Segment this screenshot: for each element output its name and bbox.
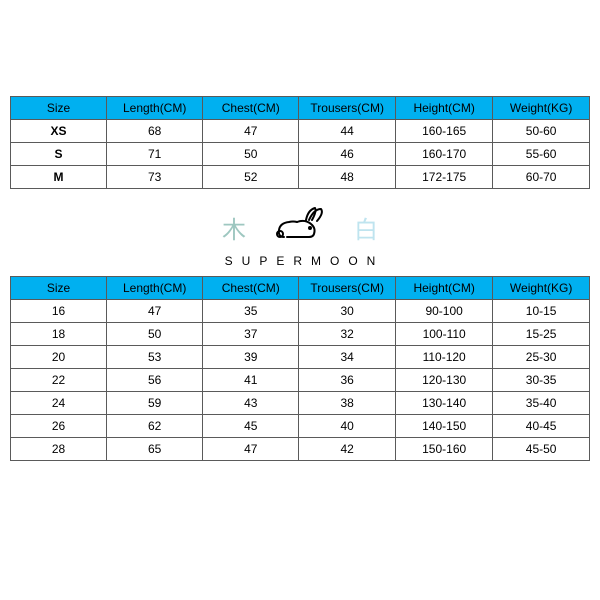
column-header: Chest(CM) [203,277,299,300]
column-header: Length(CM) [107,277,203,300]
table-cell: 62 [107,415,203,438]
table-row: 22564136120-13030-35 [11,369,590,392]
column-header: Height(CM) [396,277,493,300]
column-header: Weight(KG) [493,97,590,120]
brand-wordmark: SUPERMOON [10,254,590,268]
table-cell: 44 [299,120,396,143]
table-cell: 15-25 [493,323,590,346]
table-cell: 53 [107,346,203,369]
table-cell: 20 [11,346,107,369]
table-cell: 39 [203,346,299,369]
table-cell: 16 [11,300,107,323]
table-cell: 47 [107,300,203,323]
table-cell: 59 [107,392,203,415]
table-cell: 41 [203,369,299,392]
cjk-left-glyph: 木 [222,210,246,245]
table-cell: 130-140 [396,392,493,415]
table-cell: 37 [203,323,299,346]
size-chart-kids: SizeLength(CM)Chest(CM)Trousers(CM)Heigh… [10,276,590,461]
table-cell: M [11,166,107,189]
table-cell: 35-40 [493,392,590,415]
column-header: Chest(CM) [203,97,299,120]
table-cell: 55-60 [493,143,590,166]
column-header: Length(CM) [107,97,203,120]
table-row: 28654742150-16045-50 [11,438,590,461]
table-cell: 50-60 [493,120,590,143]
table-cell: 34 [299,346,396,369]
table-cell: 47 [203,438,299,461]
cjk-right-glyph: 白 [354,210,378,245]
table-row: 1647353090-10010-15 [11,300,590,323]
column-header: Weight(KG) [493,277,590,300]
size-chart-adult: SizeLength(CM)Chest(CM)Trousers(CM)Heigh… [10,96,590,189]
table-cell: 22 [11,369,107,392]
table-row: 26624540140-15040-45 [11,415,590,438]
table-row: 20533934110-12025-30 [11,346,590,369]
table-cell: 42 [299,438,396,461]
table-cell: 47 [203,120,299,143]
table-cell: 26 [11,415,107,438]
table-cell: 90-100 [396,300,493,323]
table-cell: 140-150 [396,415,493,438]
column-header: Height(CM) [396,97,493,120]
table-cell: 25-30 [493,346,590,369]
table-cell: 150-160 [396,438,493,461]
bunny-icon [272,207,328,248]
table-row: 24594338130-14035-40 [11,392,590,415]
table-cell: 46 [299,143,396,166]
table-cell: 100-110 [396,323,493,346]
table-cell: 48 [299,166,396,189]
table-cell: 45 [203,415,299,438]
brand-logo-row: 木 白 [10,207,590,248]
table-row: M735248172-17560-70 [11,166,590,189]
table-cell: 32 [299,323,396,346]
table-cell: 60-70 [493,166,590,189]
table-cell: 120-130 [396,369,493,392]
table-cell: 24 [11,392,107,415]
table-cell: 18 [11,323,107,346]
table-cell: 50 [203,143,299,166]
table-cell: 56 [107,369,203,392]
table-row: XS684744160-16550-60 [11,120,590,143]
table-cell: 71 [107,143,203,166]
column-header: Trousers(CM) [299,277,396,300]
table-cell: 172-175 [396,166,493,189]
column-header: Size [11,277,107,300]
table-cell: 36 [299,369,396,392]
table-cell: 40 [299,415,396,438]
table-row: S715046160-17055-60 [11,143,590,166]
table-cell: 40-45 [493,415,590,438]
table-cell: 50 [107,323,203,346]
table-cell: 68 [107,120,203,143]
table-cell: 160-165 [396,120,493,143]
table-cell: 38 [299,392,396,415]
table-cell: 43 [203,392,299,415]
table-cell: S [11,143,107,166]
table-cell: 160-170 [396,143,493,166]
column-header: Trousers(CM) [299,97,396,120]
table-cell: 30-35 [493,369,590,392]
table-cell: 110-120 [396,346,493,369]
table-cell: 28 [11,438,107,461]
table-cell: 45-50 [493,438,590,461]
table-row: 18503732100-11015-25 [11,323,590,346]
table-cell: XS [11,120,107,143]
table-cell: 30 [299,300,396,323]
page: SizeLength(CM)Chest(CM)Trousers(CM)Heigh… [0,0,600,600]
table-cell: 65 [107,438,203,461]
table-cell: 35 [203,300,299,323]
table-cell: 10-15 [493,300,590,323]
brand-block: 木 白 SUPERMOON [10,207,590,268]
table-cell: 52 [203,166,299,189]
table-cell: 73 [107,166,203,189]
column-header: Size [11,97,107,120]
